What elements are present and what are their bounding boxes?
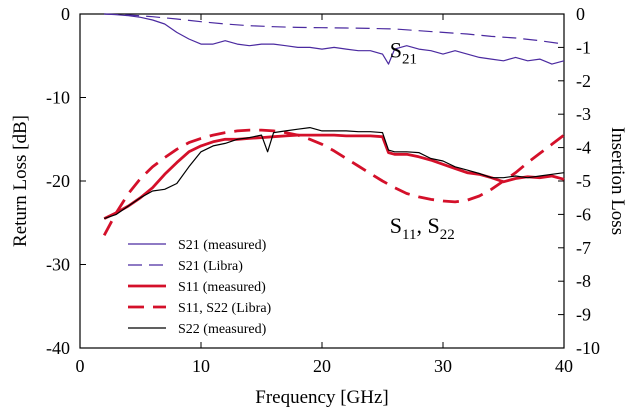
y2-tick-label: -1	[576, 37, 591, 57]
y-tick-label: -10	[46, 88, 70, 108]
series-line-2	[103, 133, 565, 220]
y2-tick-label: -7	[576, 238, 591, 258]
y2-axis-title: Insertion Loss	[607, 127, 628, 235]
y-tick-label: -40	[46, 338, 70, 358]
legend-label-4: S22 (measured)	[178, 322, 267, 337]
legend-label-3: S11, S22 (Libra)	[178, 301, 272, 316]
legend-label-2: S11 (measured)	[178, 280, 266, 295]
y2-tick-label: -2	[576, 71, 591, 91]
y-tick-label: -30	[46, 255, 70, 275]
tick-labels: 0 10 20 30 40 0 -10 -20 -30 -40 0 -1 -2 -3 -4 -5 -6 -7 -8 -…	[46, 4, 600, 376]
x-axis-title: Frequency [GHz]	[255, 387, 388, 408]
y2-tick-label: -10	[576, 338, 600, 358]
annotation-label: S21	[390, 37, 417, 67]
legend: S21 (measured) S21 (Libra) S11 (measured) S…	[128, 238, 272, 337]
y2-tick-label: -6	[576, 204, 591, 224]
series-line-4	[104, 126, 565, 220]
y-tick-label: 0	[61, 4, 70, 24]
x-tick-label: 20	[313, 356, 331, 376]
series-layer	[102, 13, 565, 236]
legend-label-0: S21 (measured)	[178, 238, 267, 253]
legend-label-1: S21 (Libra)	[178, 259, 243, 274]
x-tick-label: 0	[76, 356, 85, 376]
series-line-1	[104, 13, 565, 45]
annotations: S21 S11, S22	[390, 37, 455, 242]
x-tick-label: 10	[192, 356, 210, 376]
y2-tick-label: -3	[576, 104, 591, 124]
tick-marks	[79, 13, 565, 349]
plot-frame	[79, 13, 565, 349]
y-axis-title: Return Loss [dB]	[10, 115, 31, 247]
x-tick-label: 40	[555, 356, 573, 376]
y2-tick-label: -5	[576, 171, 591, 191]
y2-tick-label: -4	[576, 138, 591, 158]
y-tick-label: -20	[46, 171, 70, 191]
y2-tick-label: -9	[576, 305, 591, 325]
annotation-label: S11, S22	[390, 213, 455, 243]
series-line-0	[104, 13, 565, 65]
y2-tick-label: -8	[576, 271, 591, 291]
x-tick-label: 30	[434, 356, 452, 376]
series-line-3	[102, 128, 565, 236]
y2-tick-label: 0	[576, 4, 585, 24]
